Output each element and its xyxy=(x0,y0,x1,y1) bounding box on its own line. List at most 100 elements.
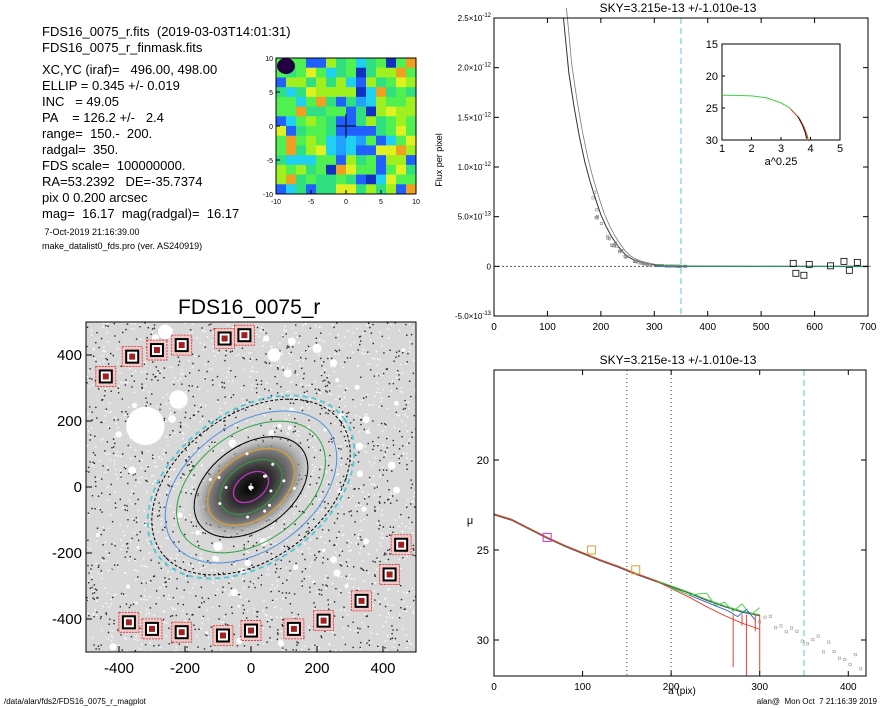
noise-pixel xyxy=(392,531,394,533)
noise-pixel xyxy=(223,429,226,432)
noise-pixel xyxy=(172,597,175,599)
noise-pixel xyxy=(339,385,342,387)
noise-pixel xyxy=(163,505,165,507)
noise-pixel xyxy=(302,386,304,388)
noise-pixel xyxy=(228,367,230,370)
noise-pixel xyxy=(303,372,305,375)
noise-pixel xyxy=(269,588,272,590)
noise-pixel xyxy=(155,603,157,605)
noise-pixel xyxy=(98,531,101,533)
noise-pixel xyxy=(398,462,401,464)
noise-pixel xyxy=(191,587,194,589)
noise-pixel xyxy=(253,607,255,610)
mask-blob xyxy=(126,406,165,446)
noise-pixel xyxy=(102,605,104,607)
noise-pixel xyxy=(261,345,264,347)
noise-pixel xyxy=(106,592,109,595)
noise-pixel xyxy=(96,600,98,602)
mask-dot xyxy=(344,584,349,589)
x-tick-label: 200 xyxy=(304,660,329,677)
noise-pixel xyxy=(193,414,196,416)
noise-pixel xyxy=(334,544,336,546)
y-tick-label: -5.0×10-13 xyxy=(455,311,492,321)
noise-pixel xyxy=(184,516,186,518)
inset-x-tick-label: 2 xyxy=(748,143,754,155)
noise-pixel xyxy=(203,566,206,568)
noise-pixel xyxy=(104,541,107,543)
noise-pixel xyxy=(165,581,167,583)
noise-pixel xyxy=(236,645,239,647)
mask-dot xyxy=(109,643,117,651)
noise-pixel xyxy=(301,550,303,553)
heatmap-cell xyxy=(286,126,297,137)
noise-pixel xyxy=(200,435,202,437)
noise-pixel xyxy=(208,445,210,448)
heatmap-cell xyxy=(296,155,307,166)
noise-pixel xyxy=(100,439,102,441)
noise-pixel xyxy=(409,642,411,645)
mask-blob xyxy=(267,348,281,362)
heatmap-cell xyxy=(286,174,297,185)
noise-pixel xyxy=(98,648,100,650)
noise-pixel xyxy=(320,535,323,538)
noise-pixel xyxy=(200,558,203,560)
noise-pixel xyxy=(177,364,180,366)
noise-pixel xyxy=(134,638,137,641)
sky-box-core xyxy=(290,625,297,632)
noise-pixel xyxy=(127,416,129,418)
noise-pixel xyxy=(367,352,369,355)
noise-pixel xyxy=(324,578,326,580)
noise-pixel xyxy=(238,571,240,574)
noise-pixel xyxy=(162,453,165,455)
noise-pixel xyxy=(320,635,322,637)
noise-pixel xyxy=(325,412,327,414)
noise-pixel xyxy=(343,513,345,515)
heatmap-cell xyxy=(406,164,416,176)
noise-pixel xyxy=(138,324,141,326)
noise-pixel xyxy=(329,390,331,392)
noise-pixel xyxy=(280,630,282,633)
noise-pixel xyxy=(357,537,360,539)
noise-pixel xyxy=(363,353,365,355)
noise-pixel xyxy=(106,441,109,443)
noise-pixel xyxy=(163,419,165,422)
noise-pixel xyxy=(374,561,376,563)
noise-pixel xyxy=(386,480,389,482)
noise-pixel xyxy=(97,566,100,569)
mu-title: SKY=3.215e-13 +/-1.010e-13 xyxy=(600,353,757,367)
noise-pixel xyxy=(262,610,265,612)
noise-pixel xyxy=(190,521,192,523)
noise-pixel xyxy=(184,411,187,414)
noise-pixel xyxy=(379,496,381,498)
sky-sample-point xyxy=(613,241,617,245)
noise-pixel xyxy=(404,407,406,410)
noise-pixel xyxy=(318,550,321,553)
noise-pixel xyxy=(88,513,90,516)
heatmap-cell xyxy=(306,58,317,69)
noise-pixel xyxy=(301,583,303,586)
mask-dot xyxy=(401,348,406,352)
noise-pixel xyxy=(254,408,257,410)
noise-pixel xyxy=(105,408,107,410)
noise-pixel xyxy=(243,368,246,371)
noise-pixel xyxy=(130,327,133,330)
noise-pixel xyxy=(230,396,232,399)
noise-pixel xyxy=(191,465,194,468)
noise-pixel xyxy=(329,454,331,457)
noise-pixel xyxy=(192,366,194,368)
noise-pixel xyxy=(270,590,272,593)
noise-pixel xyxy=(288,363,291,365)
noise-pixel xyxy=(269,626,271,628)
noise-pixel xyxy=(217,588,219,591)
noise-pixel xyxy=(175,646,177,648)
noise-pixel xyxy=(409,323,411,326)
noise-pixel xyxy=(135,479,137,481)
noise-pixel xyxy=(86,470,88,473)
noise-pixel xyxy=(199,533,202,535)
noise-pixel xyxy=(340,457,343,460)
heatmap-cell xyxy=(346,174,357,185)
noise-pixel xyxy=(311,383,313,386)
noise-pixel xyxy=(125,328,127,331)
heatmap-cell xyxy=(306,126,317,137)
